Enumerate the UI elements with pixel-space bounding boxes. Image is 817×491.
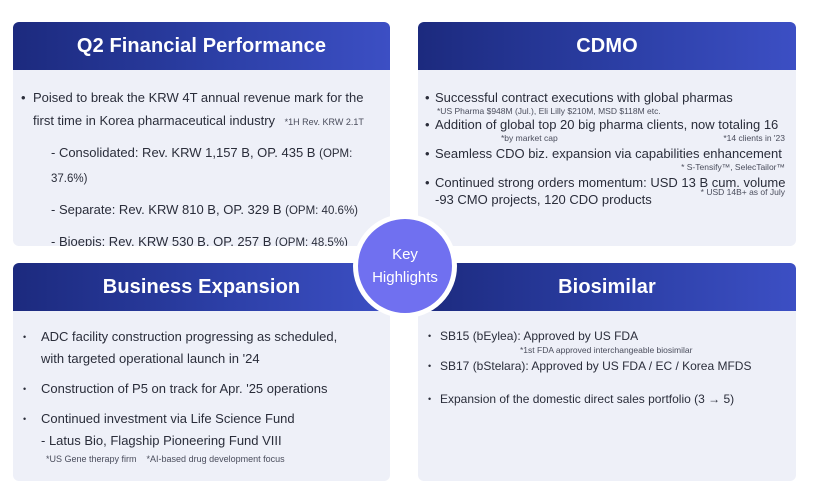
biosimilar-item: SB17 (bStelara): Approved by US FDA / EC…: [428, 358, 788, 375]
cdmo-item-text: Continued strong orders momentum: USD 13…: [435, 175, 786, 190]
financial-main-item: Poised to break the KRW 4T annual revenu…: [21, 86, 381, 134]
business-item-text: - Latus Bio, Flagship Pioneering Fund VI…: [41, 433, 282, 448]
cdmo-item: Addition of global top 20 big pharma cli…: [425, 117, 793, 133]
biosimilar-title: Biosimilar: [418, 263, 796, 311]
business-item-text: Continued investment via Life Science Fu…: [41, 411, 295, 426]
biosimilar-panel: Biosimilar SB15 (bEylea): Approved by US…: [418, 263, 796, 481]
financial-sub-item: - Bioepis: Rev. KRW 530 B, OP. 257 B (OP…: [21, 230, 381, 246]
financial-title: Q2 Financial Performance: [13, 22, 390, 70]
business-item: Construction of P5 on track for Apr. '25…: [23, 378, 383, 400]
cdmo-item-text: Successful contract executions with glob…: [435, 90, 733, 105]
business-item: Continued investment via Life Science Fu…: [23, 408, 383, 452]
financial-consolidated-opm: (OPM: 37.6%): [51, 148, 353, 185]
financial-main-footnote: *1H Rev. KRW 2.1T: [284, 117, 364, 127]
key-highlights-line2: Highlights: [372, 269, 438, 286]
biosimilar-item: SB15 (bEylea): Approved by US FDA: [428, 328, 788, 345]
business-item-text: Construction of P5 on track for Apr. '25…: [41, 381, 328, 396]
cdmo-item-line2-text: -93 CMO projects, 120 CDO products: [435, 192, 652, 207]
cdmo-item-footnote: * S-Tensify™, SelecTailor™: [681, 162, 785, 172]
cdmo-item-footnotes: *by market cap *14 clients in '23: [425, 133, 793, 144]
cdmo-body: Successful contract executions with glob…: [425, 90, 793, 208]
biosimilar-footnote: *1st FDA approved interchangeable biosim…: [520, 345, 693, 355]
financial-sub-item: - Consolidated: Rev. KRW 1,157 B, OP. 43…: [21, 141, 381, 191]
key-highlights-badge: Key Highlights: [353, 214, 457, 318]
biosimilar-item: Expansion of the domestic direct sales p…: [428, 391, 788, 408]
cdmo-item-footnote: *US Pharma $948M (Jul.), Eli Lilly $210M…: [437, 106, 661, 116]
biosimilar-item-text: Expansion of the domestic direct sales p…: [440, 392, 735, 406]
biosimilar-item-text: SB15 (bEylea): Approved by US FDA: [440, 329, 639, 343]
business-title: Business Expansion: [13, 263, 390, 311]
financial-panel: Q2 Financial Performance Poised to break…: [13, 22, 390, 246]
cdmo-item-text: Seamless CDO biz. expansion via capabili…: [435, 146, 782, 161]
financial-separate-opm: (OPM: 40.6%): [285, 205, 358, 217]
cdmo-item-footnote: * USD 14B+ as of July: [700, 187, 785, 197]
cdmo-item: Seamless CDO biz. expansion via capabili…: [425, 146, 793, 162]
cdmo-panel: CDMO Successful contract executions with…: [418, 22, 796, 246]
cdmo-item-line2: -93 CMO projects, 120 CDO products * USD…: [425, 187, 793, 208]
business-footnote: *US Gene therapy firm *AI-based drug dev…: [46, 454, 285, 464]
business-item-text: with targeted operational launch in '24: [41, 351, 260, 366]
biosimilar-item-text: SB17 (bStelara): Approved by US FDA / EC…: [440, 359, 752, 373]
financial-separate-text: - Separate: Rev. KRW 810 B, OP. 329 B: [51, 202, 282, 217]
cdmo-item-footnote: *14 clients in '23: [723, 133, 785, 143]
financial-bioepis-opm: (OPM: 48.5%): [275, 237, 348, 246]
cdmo-item-text: Addition of global top 20 big pharma cli…: [435, 117, 779, 132]
financial-sub-item: - Separate: Rev. KRW 810 B, OP. 329 B (O…: [21, 198, 381, 223]
financial-consolidated-text: - Consolidated: Rev. KRW 1,157 B, OP. 43…: [51, 145, 316, 160]
business-panel: Business Expansion ADC facility construc…: [13, 263, 390, 481]
business-body: ADC facility construction progressing as…: [23, 326, 383, 466]
cdmo-item-footnote: *by market cap: [501, 133, 558, 143]
key-highlights-line1: Key: [392, 246, 418, 263]
financial-body: Poised to break the KRW 4T annual revenu…: [21, 86, 381, 246]
business-item: ADC facility construction progressing as…: [23, 326, 383, 370]
cdmo-item: Continued strong orders momentum: USD 13…: [425, 175, 793, 191]
cdmo-item: Successful contract executions with glob…: [425, 90, 793, 106]
cdmo-title: CDMO: [418, 22, 796, 70]
business-item-text: ADC facility construction progressing as…: [41, 329, 338, 344]
financial-main-line1: Poised to break the KRW 4T annual revenu…: [33, 90, 364, 105]
financial-bioepis-text: - Bioepis: Rev. KRW 530 B, OP. 257 B: [51, 234, 272, 246]
biosimilar-body: SB15 (bEylea): Approved by US FDA *1st F…: [428, 328, 788, 408]
financial-main-line2: first time in Korea pharmaceutical indus…: [33, 113, 276, 128]
